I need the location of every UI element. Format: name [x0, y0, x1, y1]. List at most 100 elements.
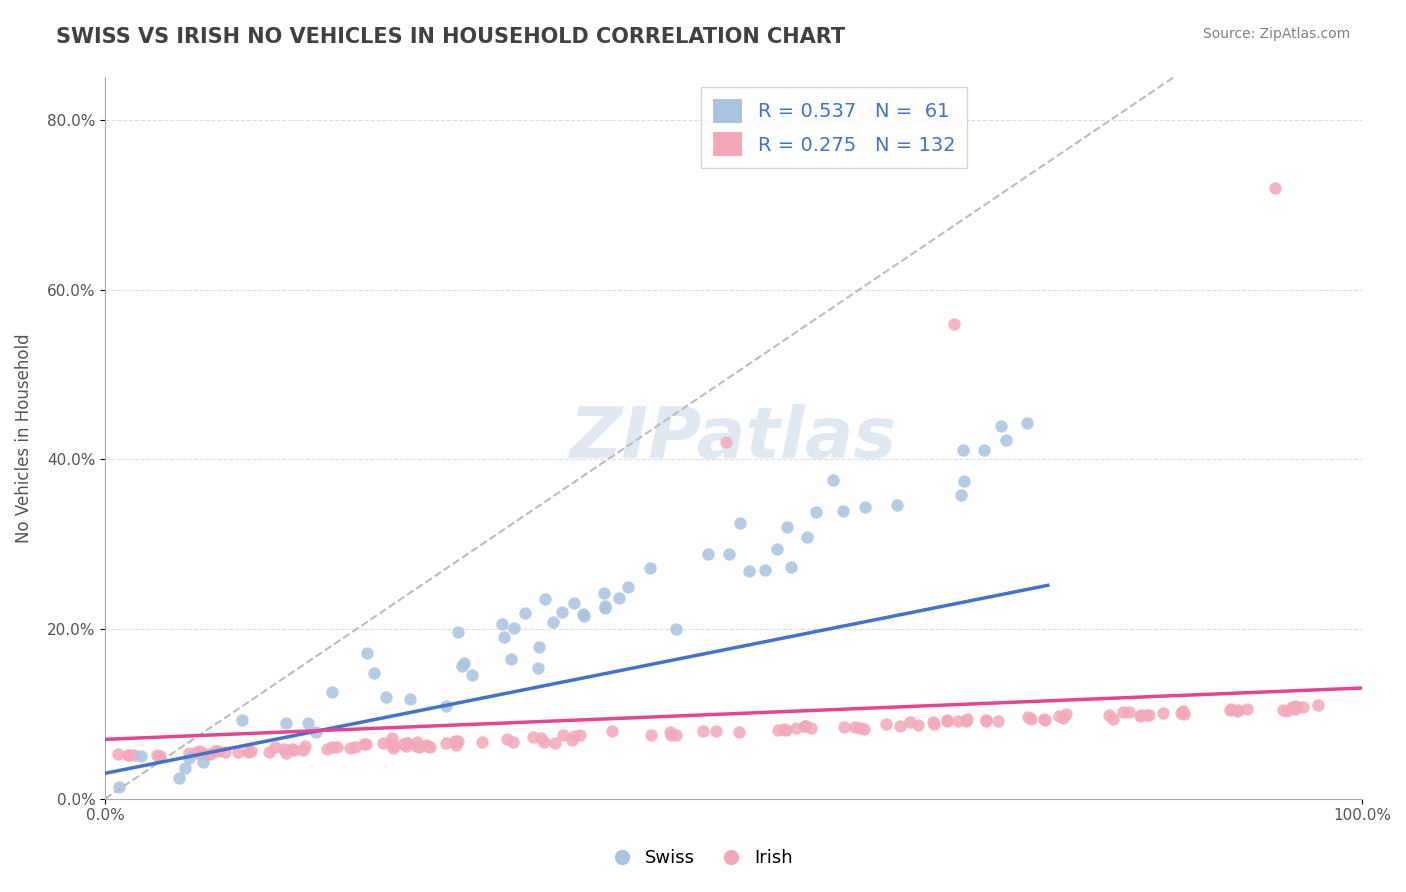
- Point: [207, 744, 229, 758]
- Point: [177, 751, 200, 765]
- Point: [239, 744, 262, 758]
- Point: [1111, 705, 1133, 719]
- Point: [148, 749, 170, 764]
- Point: [1052, 711, 1074, 725]
- Point: [776, 520, 799, 534]
- Point: [640, 728, 662, 742]
- Point: [444, 734, 467, 748]
- Point: [779, 559, 801, 574]
- Point: [794, 719, 817, 733]
- Point: [593, 586, 616, 600]
- Point: [1021, 712, 1043, 726]
- Point: [1152, 706, 1174, 720]
- Point: [356, 646, 378, 660]
- Point: [381, 731, 404, 745]
- Point: [1118, 706, 1140, 720]
- Point: [775, 723, 797, 737]
- Point: [193, 755, 215, 769]
- Point: [738, 564, 761, 578]
- Text: Source: ZipAtlas.com: Source: ZipAtlas.com: [1202, 27, 1350, 41]
- Point: [447, 624, 470, 639]
- Point: [1128, 709, 1150, 723]
- Point: [186, 745, 208, 759]
- Point: [796, 530, 818, 544]
- Legend: Swiss, Irish: Swiss, Irish: [606, 842, 800, 874]
- Point: [943, 317, 966, 331]
- Point: [1292, 700, 1315, 714]
- Point: [339, 740, 361, 755]
- Point: [195, 747, 218, 761]
- Point: [499, 652, 522, 666]
- Point: [569, 728, 592, 742]
- Point: [1136, 707, 1159, 722]
- Point: [571, 607, 593, 621]
- Point: [405, 739, 427, 753]
- Point: [382, 740, 405, 755]
- Point: [492, 630, 515, 644]
- Point: [264, 739, 287, 754]
- Point: [321, 740, 343, 755]
- Point: [1226, 704, 1249, 718]
- Point: [491, 617, 513, 632]
- Point: [274, 716, 297, 731]
- Point: [704, 724, 727, 739]
- Point: [1171, 704, 1194, 718]
- Point: [190, 743, 212, 757]
- Point: [129, 749, 152, 764]
- Point: [1137, 707, 1160, 722]
- Point: [281, 742, 304, 756]
- Point: [952, 442, 974, 457]
- Point: [461, 667, 484, 681]
- Point: [541, 615, 564, 629]
- Point: [391, 738, 413, 752]
- Point: [640, 561, 662, 575]
- Point: [973, 442, 995, 457]
- Point: [692, 724, 714, 739]
- Point: [533, 592, 555, 607]
- Point: [1130, 707, 1153, 722]
- Point: [952, 474, 974, 488]
- Point: [434, 699, 457, 714]
- Point: [108, 780, 131, 794]
- Point: [382, 739, 405, 753]
- Point: [562, 596, 585, 610]
- Point: [406, 735, 429, 749]
- Point: [294, 739, 316, 754]
- Point: [600, 723, 623, 738]
- Point: [149, 748, 172, 763]
- Point: [718, 547, 741, 561]
- Point: [607, 591, 630, 605]
- Point: [145, 748, 167, 763]
- Point: [617, 580, 640, 594]
- Point: [728, 516, 751, 530]
- Point: [283, 742, 305, 756]
- Point: [274, 747, 297, 761]
- Point: [832, 720, 855, 734]
- Point: [396, 736, 419, 750]
- Point: [935, 714, 957, 729]
- Point: [754, 563, 776, 577]
- Point: [321, 685, 343, 699]
- Point: [416, 739, 439, 753]
- Point: [974, 713, 997, 727]
- Legend: R = 0.537   N =  61, R = 0.275   N = 132: R = 0.537 N = 61, R = 0.275 N = 132: [702, 87, 967, 168]
- Point: [1264, 180, 1286, 194]
- Point: [177, 747, 200, 761]
- Point: [727, 724, 749, 739]
- Point: [107, 747, 129, 761]
- Point: [1281, 700, 1303, 714]
- Point: [766, 723, 789, 737]
- Text: SWISS VS IRISH NO VEHICLES IN HOUSEHOLD CORRELATION CHART: SWISS VS IRISH NO VEHICLES IN HOUSEHOLD …: [56, 27, 845, 46]
- Point: [305, 724, 328, 739]
- Point: [1220, 702, 1243, 716]
- Point: [118, 748, 141, 763]
- Point: [363, 665, 385, 680]
- Point: [396, 736, 419, 750]
- Point: [1285, 699, 1308, 714]
- Point: [173, 761, 195, 775]
- Point: [373, 736, 395, 750]
- Point: [852, 722, 875, 736]
- Point: [1271, 703, 1294, 717]
- Point: [1285, 700, 1308, 714]
- Point: [875, 717, 897, 731]
